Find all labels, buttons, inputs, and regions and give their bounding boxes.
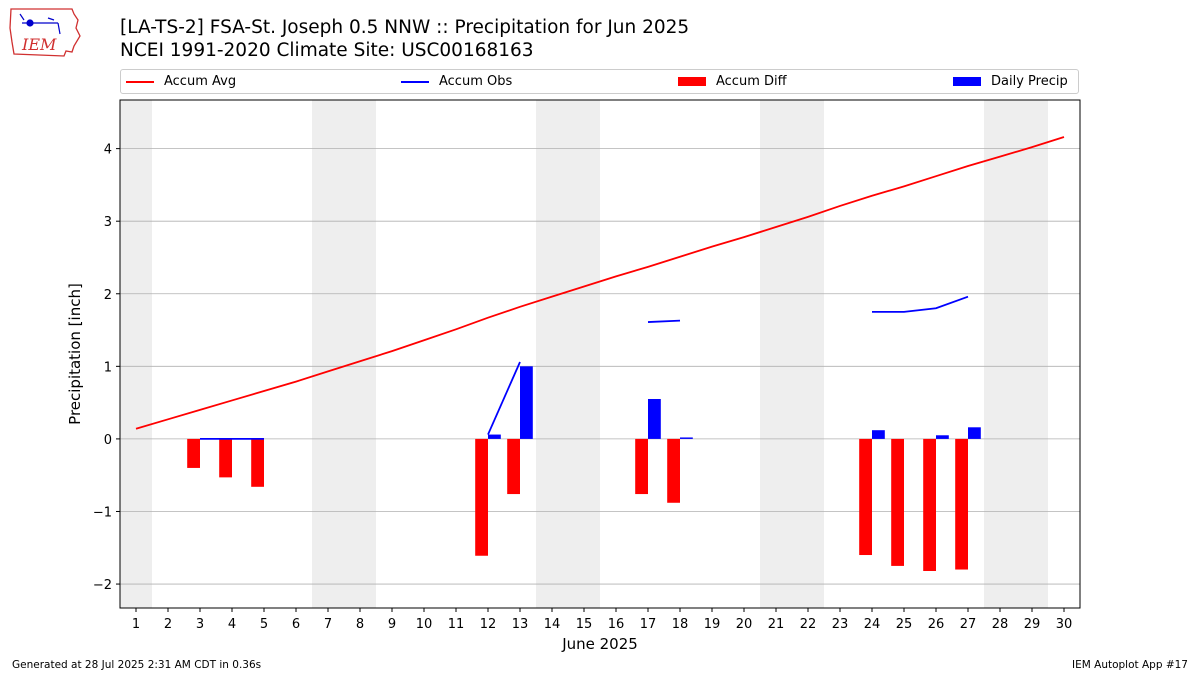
daily-precip-bar [680, 437, 693, 439]
x-tick-label: 6 [292, 617, 300, 632]
legend-label: Accum Avg [164, 74, 237, 89]
footer-app: IEM Autoplot App #17 [1072, 659, 1188, 671]
daily-precip-bar [936, 435, 949, 439]
x-tick-label: 27 [960, 617, 977, 632]
daily-precip-bar [520, 366, 533, 439]
legend-swatch [126, 80, 154, 83]
x-tick-label: 10 [416, 617, 433, 632]
daily-precip-bar [488, 434, 501, 439]
daily-precip-bar [872, 430, 885, 439]
chart-subtitle: NCEI 1991-2020 Climate Site: USC00168163 [120, 40, 534, 61]
x-tick-label: 16 [608, 617, 625, 632]
x-tick-label: 11 [448, 617, 465, 632]
accum-diff-bar [667, 438, 680, 503]
accum-diff-bar [859, 438, 872, 556]
chart-title: [LA-TS-2] FSA-St. Joseph 0.5 NNW :: Prec… [120, 17, 690, 38]
weekend-band [760, 100, 824, 608]
x-tick-label: 5 [260, 617, 268, 632]
accum-diff-bar [251, 438, 264, 487]
accum-diff-bar [475, 438, 488, 556]
legend-item-accum-avg: Accum Avg [126, 70, 236, 93]
x-tick-label: 28 [992, 617, 1009, 632]
x-tick-label: 22 [800, 617, 817, 632]
x-tick-label: 30 [1056, 617, 1073, 632]
x-tick-label: 13 [512, 617, 529, 632]
legend-item-daily-precip: Daily Precip [953, 70, 1068, 93]
x-tick-label: 1 [132, 617, 140, 632]
accum-obs-line [647, 319, 681, 323]
x-tick-label: 21 [768, 617, 785, 632]
legend-swatch [678, 77, 706, 86]
y-tick-label: 1 [104, 360, 112, 375]
x-tick-label: 24 [864, 617, 881, 632]
x-tick-label: 29 [1024, 617, 1041, 632]
iem-logo: IEM [8, 6, 82, 62]
lines [135, 136, 1065, 440]
grid-lines [120, 148, 1080, 585]
x-axis-label: June 2025 [561, 635, 638, 653]
weekend-shading [120, 100, 1048, 608]
accum-diff-bar [955, 438, 968, 570]
x-tick-label: 7 [324, 617, 332, 632]
x-tick-label: 19 [704, 617, 721, 632]
weekend-band [984, 100, 1048, 608]
legend-label: Accum Diff [716, 74, 787, 89]
legend-label: Daily Precip [991, 74, 1068, 89]
daily-precip-bar [968, 427, 981, 439]
accum-diff-bar [891, 438, 904, 566]
accum-diff-bar [635, 438, 648, 495]
legend-item-accum-obs: Accum Obs [401, 70, 512, 93]
iowa-state-map-icon: IEM [9, 8, 81, 57]
accum-avg-line [135, 136, 1065, 430]
y-tick-label: 3 [104, 215, 112, 230]
x-tick-label: 25 [896, 617, 913, 632]
legend-swatch [401, 80, 429, 83]
axes: 1 2 3 4 5 6 7 8 9 10 11 12 13 14 15 16 17 18 19 20 21 22 23 24 2… [93, 143, 1072, 632]
footer-generated: Generated at 28 Jul 2025 2:31 AM CDT in … [12, 659, 262, 671]
legend: Accum Avg Accum Obs Accum Diff Daily Pre… [120, 69, 1079, 94]
legend-label: Accum Obs [439, 74, 513, 89]
x-tick-label: 3 [196, 617, 204, 632]
daily-precip-bar [648, 398, 661, 439]
y-tick-label: 4 [104, 143, 112, 158]
x-tick-label: 20 [736, 617, 753, 632]
x-tick-label: 15 [576, 617, 593, 632]
legend-item-accum-diff: Accum Diff [678, 70, 787, 93]
y-tick-label: 0 [104, 433, 112, 448]
x-tick-label: 14 [544, 617, 561, 632]
x-tick-label: 26 [928, 617, 945, 632]
accum-obs-line [487, 361, 521, 435]
accum-diff-bar [187, 438, 200, 468]
x-tick-label: 23 [832, 617, 849, 632]
bars [187, 366, 981, 571]
svg-text:IEM: IEM [21, 35, 57, 54]
x-tick-label: 9 [388, 617, 396, 632]
x-tick-label: 4 [228, 617, 236, 632]
y-axis-label: Precipitation [inch] [66, 283, 84, 425]
y-tick-label: −2 [93, 578, 112, 593]
weekend-band [536, 100, 600, 608]
y-tick-label: −1 [93, 505, 112, 520]
legend-swatch [953, 77, 981, 86]
accum-diff-bar [219, 438, 232, 478]
accum-obs-line [872, 295, 969, 313]
weekend-band [120, 100, 152, 608]
x-tick-label: 12 [480, 617, 497, 632]
plot-frame [119, 99, 1081, 609]
weekend-band [312, 100, 376, 608]
y-tick-label: 2 [104, 288, 112, 303]
x-tick-label: 8 [356, 617, 364, 632]
x-tick-label: 18 [672, 617, 689, 632]
accum-diff-bar [507, 438, 520, 495]
x-tick-label: 2 [164, 617, 172, 632]
x-tick-label: 17 [640, 617, 657, 632]
accum-diff-bar [923, 438, 936, 571]
